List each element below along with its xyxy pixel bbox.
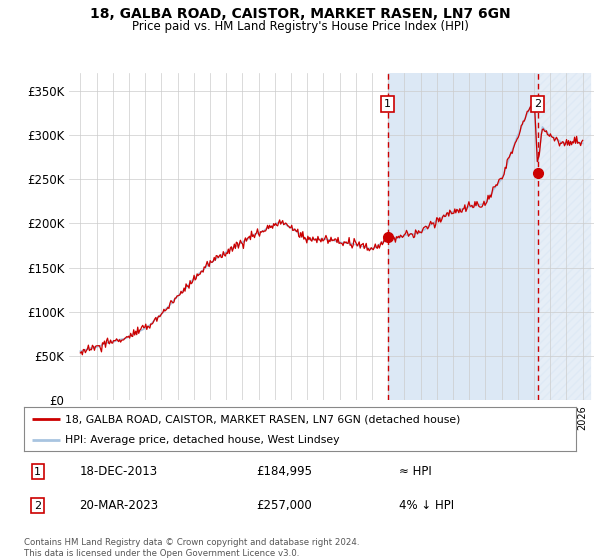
Text: 2: 2 <box>534 99 541 109</box>
Text: 4% ↓ HPI: 4% ↓ HPI <box>400 499 454 512</box>
Text: 1: 1 <box>384 99 391 109</box>
Text: 18-DEC-2013: 18-DEC-2013 <box>79 465 157 478</box>
Bar <box>538 73 591 400</box>
Text: 20-MAR-2023: 20-MAR-2023 <box>79 499 158 512</box>
Bar <box>388 73 538 400</box>
Text: HPI: Average price, detached house, West Lindsey: HPI: Average price, detached house, West… <box>65 435 340 445</box>
Text: ≈ HPI: ≈ HPI <box>400 465 432 478</box>
Text: Contains HM Land Registry data © Crown copyright and database right 2024.
This d: Contains HM Land Registry data © Crown c… <box>24 538 359 558</box>
Text: 18, GALBA ROAD, CAISTOR, MARKET RASEN, LN7 6GN (detached house): 18, GALBA ROAD, CAISTOR, MARKET RASEN, L… <box>65 414 461 424</box>
Text: £257,000: £257,000 <box>256 499 311 512</box>
Text: 18, GALBA ROAD, CAISTOR, MARKET RASEN, LN7 6GN: 18, GALBA ROAD, CAISTOR, MARKET RASEN, L… <box>89 7 511 21</box>
Text: 2: 2 <box>34 501 41 511</box>
Text: 1: 1 <box>34 466 41 477</box>
Text: Price paid vs. HM Land Registry's House Price Index (HPI): Price paid vs. HM Land Registry's House … <box>131 20 469 32</box>
Text: £184,995: £184,995 <box>256 465 312 478</box>
